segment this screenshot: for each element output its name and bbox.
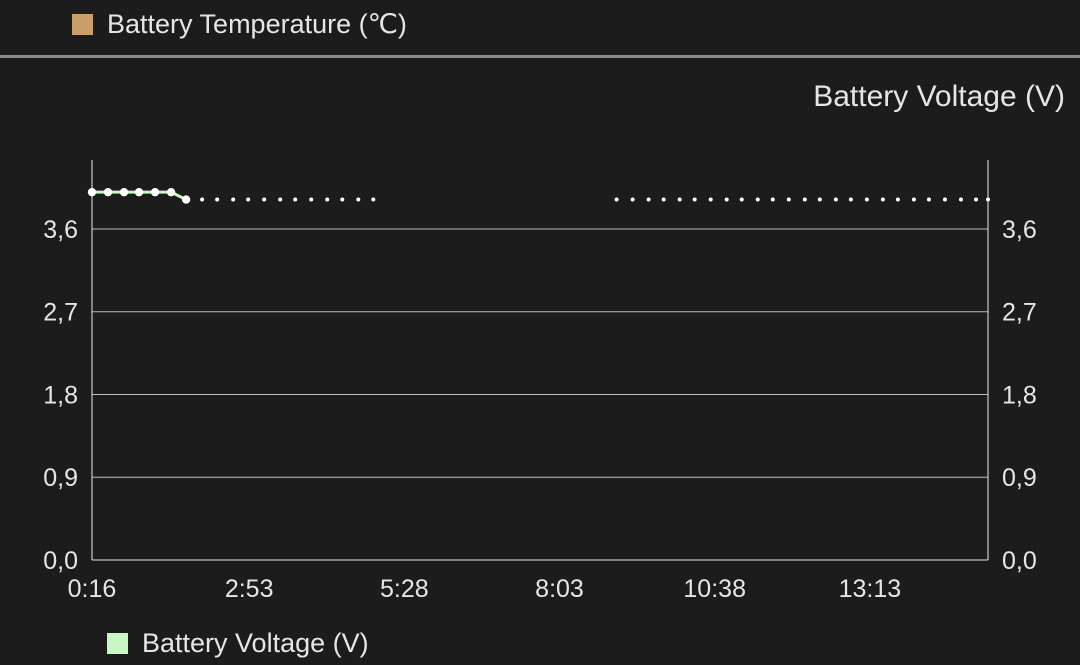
data-point-small [356,197,361,202]
chart-title: Battery Voltage (V) [813,80,1065,113]
data-point-small [677,197,682,202]
data-point-small [371,197,376,202]
x-axis-ticks: 0:16 2:53 5:28 8:03 10:38 13:13 [68,575,901,603]
data-point-small [293,197,298,202]
y-tick-label-right: 3,6 [1002,216,1037,244]
y-tick-label-right: 0,9 [1002,464,1037,492]
data-point-small [770,197,775,202]
y-tick-label-left: 0,9 [43,464,78,492]
data-point-small [958,197,963,202]
data-point-small [309,197,314,202]
x-tick-label: 10:38 [683,575,746,603]
data-point-small [231,197,236,202]
data-point-small [724,197,729,202]
data-point-small [817,197,822,202]
y-tick-label-right: 1,8 [1002,381,1037,409]
data-point-small [802,197,807,202]
data-point-small [973,197,978,202]
data-point-small [200,197,205,202]
x-tick-label: 8:03 [535,575,584,603]
axes [91,160,989,561]
data-point-small [646,197,651,202]
data-point-small [262,197,267,202]
x-tick-label: 0:16 [68,575,117,603]
x-tick-label: 13:13 [839,575,902,603]
data-point-small [278,197,283,202]
legend-swatch-temperature [72,13,93,35]
y-tick-label-right: 0,0 [1002,547,1037,575]
data-point-small [786,197,791,202]
data-point [181,195,191,204]
data-point-small [880,197,885,202]
data-point-small [325,197,330,202]
legend-battery-temperature[interactable]: Battery Temperature (℃) [72,6,407,42]
data-point-small [215,197,220,202]
data-point-small [911,197,916,202]
legend-label-voltage: Battery Voltage (V) [142,627,369,658]
data-point-small [895,197,900,202]
data-point-small [246,197,251,202]
data-point-small [864,197,869,202]
data-point-small [614,197,619,202]
data-point-small [661,197,666,202]
data-point-small [708,197,713,202]
legend-label-temperature: Battery Temperature (℃) [107,8,407,39]
data-point-small [833,197,838,202]
section-divider [0,55,1080,58]
x-tick-label: 2:53 [225,575,274,603]
legend-swatch-voltage [107,632,128,654]
y-tick-label-left: 3,6 [43,216,78,244]
data-point-small [986,197,990,202]
data-point [87,187,97,197]
y-axis-right-ticks: 0,0 0,9 1,8 2,7 3,6 [1002,216,1037,575]
data-point [150,187,160,197]
data-point-small [692,197,697,202]
legend-battery-voltage[interactable]: Battery Voltage (V) [107,626,369,660]
grid-lines [92,228,988,478]
y-tick-label-left: 2,7 [43,299,78,327]
series-voltage [87,187,990,204]
data-point-small [926,197,931,202]
data-point [166,187,176,197]
data-point [134,187,144,197]
data-point-small [848,197,853,202]
data-point [119,187,129,197]
data-point [103,187,113,197]
y-tick-label-left: 0,0 [43,547,78,575]
x-tick-label: 5:28 [380,575,429,603]
y-tick-label-left: 1,8 [43,381,78,409]
data-point-small [942,197,947,202]
y-tick-label-right: 2,7 [1002,299,1037,327]
data-point-small [755,197,760,202]
data-point-small [739,197,744,202]
data-point-small [630,197,635,202]
data-point-small [340,197,345,202]
y-axis-left-ticks: 0,0 0,9 1,8 2,7 3,6 [43,216,78,575]
